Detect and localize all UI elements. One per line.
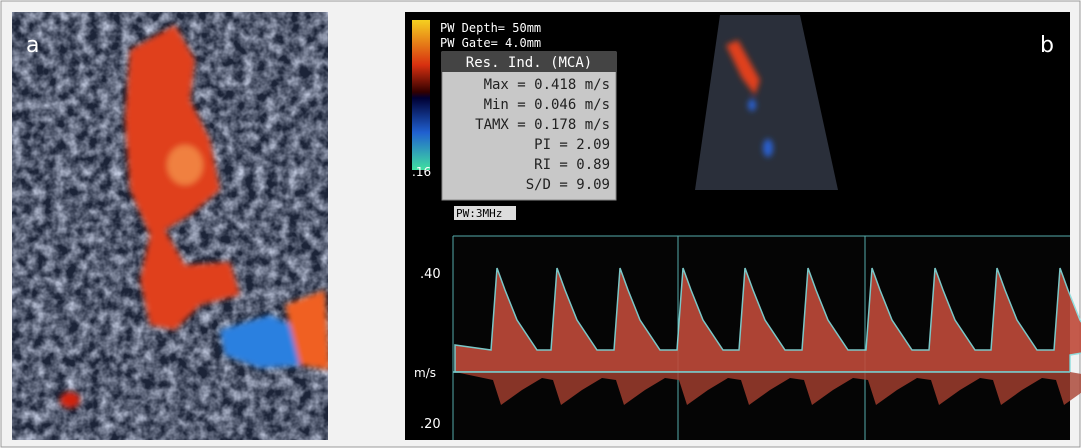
sector-image — [695, 15, 838, 190]
doppler-flow — [60, 25, 328, 408]
setting: PW Gate= 4.0mm — [440, 36, 541, 50]
unit-label: m/s — [414, 366, 436, 380]
scale-label: .16 — [412, 165, 431, 179]
measurement-row: TAMX = 0.178 m/s — [475, 117, 610, 133]
envelope — [454, 267, 1081, 373]
panel-b: .16 PW Depth= 50mm PW Gate= 4.0mm Res. I… — [405, 12, 1081, 440]
probe-badge — [454, 206, 516, 220]
scale-label: .40 — [420, 267, 441, 282]
panel-a: a — [12, 12, 328, 440]
measurement-row: Max = 0.418 m/s — [484, 77, 610, 93]
measurement-row: PI = 2.09 — [534, 137, 610, 153]
scale-label: .20 — [420, 417, 441, 432]
doppler-spectrum — [454, 267, 1081, 405]
reverse-flow — [455, 372, 1081, 405]
measurement-title: Res. Ind. (MCA) — [466, 55, 592, 71]
panel-label: a — [26, 33, 39, 58]
measurement-row: S/D = 9.09 — [526, 177, 610, 193]
measurement-header — [442, 52, 616, 72]
measurement-row: RI = 0.89 — [534, 157, 610, 173]
panel-label: b — [1040, 33, 1054, 58]
measurement-row: Min = 0.046 m/s — [484, 97, 610, 113]
color-scale — [412, 20, 430, 170]
probe-label: PW:3MHz — [456, 207, 502, 220]
sector-flow — [726, 40, 773, 157]
setting: PW Depth= 50mm — [440, 21, 541, 35]
